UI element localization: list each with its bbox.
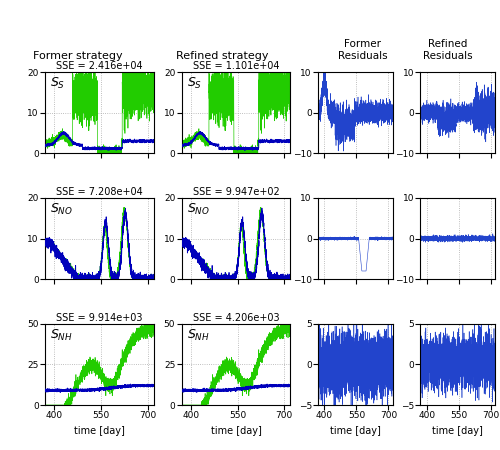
X-axis label: time [day]: time [day] [74, 426, 125, 436]
Title: SSE = 1.101e+04: SSE = 1.101e+04 [192, 61, 279, 71]
Title: SSE = 2.416e+04: SSE = 2.416e+04 [56, 61, 143, 71]
X-axis label: time [day]: time [day] [432, 426, 483, 436]
Text: $S_{NO}$: $S_{NO}$ [50, 202, 74, 217]
Title: SSE = 7.208e+04: SSE = 7.208e+04 [56, 187, 143, 197]
Text: Refined
Residuals: Refined Residuals [422, 39, 472, 61]
Title: SSE = 4.206e+03: SSE = 4.206e+03 [192, 313, 280, 323]
X-axis label: time [day]: time [day] [330, 426, 381, 436]
Text: $S_{S}$: $S_{S}$ [187, 76, 202, 91]
Text: Refined strategy: Refined strategy [176, 51, 269, 61]
Text: $S_{NH}$: $S_{NH}$ [187, 328, 210, 343]
Text: Former
Residuals: Former Residuals [338, 39, 388, 61]
Title: SSE = 9.947e+02: SSE = 9.947e+02 [192, 187, 280, 197]
Text: $S_{NO}$: $S_{NO}$ [187, 202, 210, 217]
Text: Former strategy: Former strategy [32, 51, 122, 61]
X-axis label: time [day]: time [day] [210, 426, 262, 436]
Text: $S_{NH}$: $S_{NH}$ [50, 328, 74, 343]
Text: $S_{S}$: $S_{S}$ [50, 76, 66, 91]
Title: SSE = 9.914e+03: SSE = 9.914e+03 [56, 313, 142, 323]
